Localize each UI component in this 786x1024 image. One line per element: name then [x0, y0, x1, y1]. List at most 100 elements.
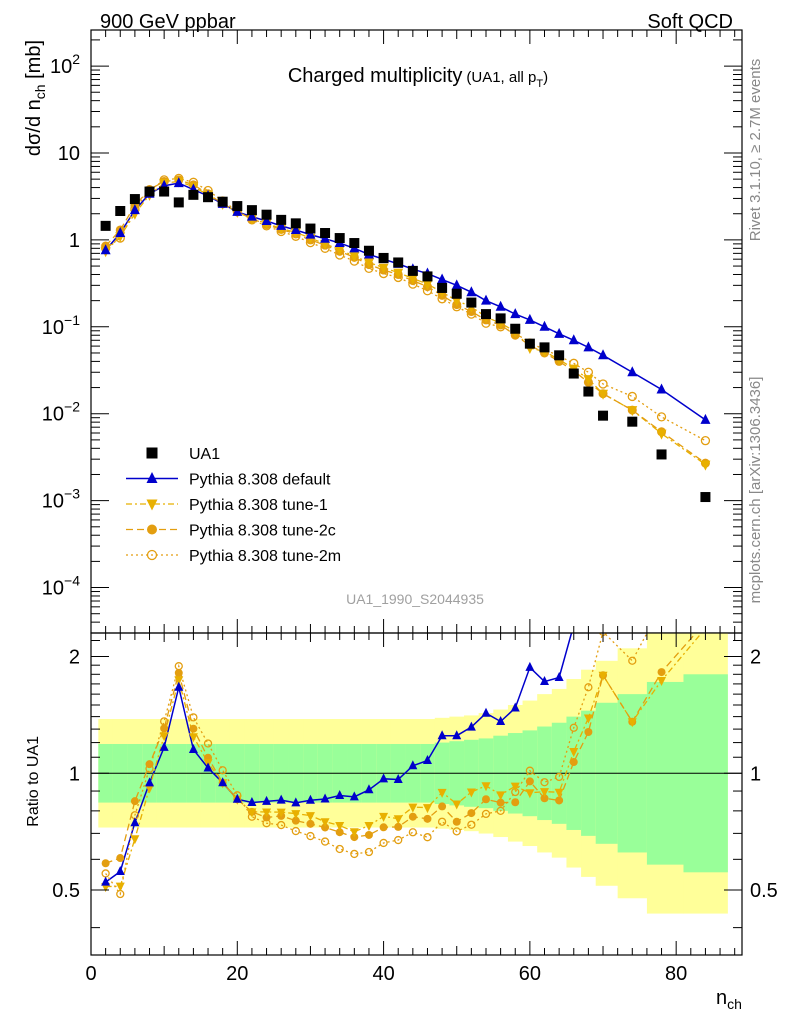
ratio-tick-label-right: 0.5	[750, 880, 778, 902]
y-axis-label-unit: [mb]	[23, 40, 45, 84]
ratio-point-pythia-8-308-tune-2m	[291, 826, 300, 836]
ratio-point-pythia-8-308-tune-2m	[320, 837, 330, 846]
data-point-pythia-8-308-default	[656, 383, 667, 394]
ratio-point-pythia-8-308-tune-1	[583, 714, 593, 724]
data-point-pythia-8-308-tune-1	[363, 258, 374, 269]
ratio-point-pythia-8-308-tune-2m	[525, 766, 535, 775]
ratio-point-pythia-8-308-default	[364, 784, 374, 794]
ratio-point-pythia-8-308-default	[540, 676, 550, 686]
x-tick-label: 0	[85, 963, 96, 985]
ratio-point-pythia-8-308-tune-2m	[203, 739, 213, 748]
ratio-point-pythia-8-308-tune-2c	[481, 795, 490, 804]
data-point-ua1	[393, 257, 404, 268]
data-point-pythia-8-308-default	[700, 413, 711, 424]
ratio-axis-label: Ratio to UA1	[25, 736, 42, 827]
data-point-ua1	[524, 338, 535, 349]
ratio-point-pythia-8-308-default	[130, 817, 140, 827]
ratio-point-pythia-8-308-default	[510, 702, 520, 712]
ratio-point-pythia-8-308-tune-1	[422, 804, 432, 814]
ratio-point-pythia-8-308-tune-1	[540, 788, 550, 798]
ratio-tick-label-right: 1	[750, 763, 761, 785]
ratio-point-pythia-8-308-default	[145, 777, 155, 787]
ratio-point-pythia-8-308-tune-1	[525, 789, 535, 799]
ratio-point-pythia-8-308-default	[335, 790, 345, 800]
ratio-point-pythia-8-308-tune-2c	[189, 724, 198, 733]
y-tick-label: 10−3	[42, 486, 80, 513]
data-point-pythia-8-308-default	[290, 223, 301, 234]
legend-label: Pythia 8.308 tune-1	[189, 497, 328, 514]
ratio-point-pythia-8-308-tune-2m	[379, 838, 388, 848]
ratio-point-pythia-8-308-tune-2m	[335, 844, 344, 854]
data-point-pythia-8-308-default	[495, 300, 506, 311]
ratio-point-pythia-8-308-tune-1	[276, 808, 286, 818]
data-point-ua1	[656, 449, 667, 460]
ratio-point-pythia-8-308-tune-1	[364, 822, 374, 832]
ratio-line-pythia-8-308-tune-2c	[105, 633, 697, 864]
mcplots-source-label: mcplots.cern.ch [arXiv:1306.3436]	[747, 377, 764, 604]
data-point-pythia-8-308-tune-1	[451, 296, 462, 307]
ratio-point-pythia-8-308-default	[422, 754, 432, 764]
data-point-ua1	[261, 209, 272, 220]
data-point-ua1	[246, 205, 257, 216]
data-point-pythia-8-308-default	[276, 219, 287, 230]
data-point-pythia-8-308-default	[466, 286, 477, 297]
data-point-ua1	[627, 416, 638, 427]
y-tick-label: 10−2	[42, 399, 80, 426]
data-point-ua1	[568, 368, 579, 379]
ratio-point-pythia-8-308-default	[393, 774, 403, 784]
data-point-ua1	[173, 197, 184, 208]
ratio-point-pythia-8-308-tune-2m	[658, 602, 665, 609]
ratio-point-pythia-8-308-tune-2c	[423, 814, 432, 823]
ratio-point-pythia-8-308-default	[320, 793, 330, 803]
ratio-point-pythia-8-308-default	[174, 681, 184, 691]
ratio-point-pythia-8-308-tune-1	[291, 810, 301, 820]
data-point-pythia-8-308-tune-2m	[700, 436, 711, 446]
ratio-plot-frame	[90, 632, 743, 956]
legend-item-pythia-8-308-default: Pythia 8.308 default	[126, 472, 331, 489]
ratio-point-pythia-8-308-tune-1	[408, 803, 418, 813]
legend-label: Pythia 8.308 tune-2c	[189, 523, 336, 540]
data-point-pythia-8-308-default	[480, 294, 491, 305]
data-point-pythia-8-308-tune-1	[349, 252, 360, 263]
ratio-point-pythia-8-308-tune-2m	[481, 809, 491, 819]
ratio-tick-label: 0.5	[52, 880, 80, 902]
chart-subtitle: (UA1, all p	[466, 69, 536, 86]
ratio-point-pythia-8-308-default	[247, 796, 257, 806]
ratio-point-pythia-8-308-tune-2c	[291, 816, 300, 825]
ratio-point-pythia-8-308-tune-1	[481, 782, 491, 792]
ratio-point-pythia-8-308-tune-2c	[116, 854, 125, 863]
ratio-point-pythia-8-308-default	[481, 707, 491, 717]
ratio-point-pythia-8-308-tune-2m	[277, 820, 286, 830]
legend-marker	[147, 524, 157, 535]
legend-marker	[146, 447, 158, 459]
ratio-point-pythia-8-308-tune-1	[627, 718, 637, 728]
ratio-point-pythia-8-308-default	[188, 744, 198, 754]
ratio-point-pythia-8-308-tune-2m	[408, 828, 417, 837]
data-point-pythia-8-308-default	[510, 308, 521, 319]
ratio-point-pythia-8-308-tune-2m	[364, 847, 374, 857]
ratio-point-pythia-8-308-tune-1	[188, 733, 198, 743]
data-point-ua1	[115, 206, 126, 217]
data-point-pythia-8-308-tune-1	[422, 280, 433, 291]
ratio-point-pythia-8-308-tune-2m	[467, 820, 476, 829]
legend-label: UA1	[189, 446, 220, 463]
y-axis-label-sub: ch	[32, 84, 48, 99]
data-point-ua1	[203, 192, 214, 203]
ratio-point-pythia-8-308-tune-1	[452, 800, 462, 810]
x-tick-label: 80	[665, 963, 687, 985]
data-point-pythia-8-308-tune-1	[378, 263, 389, 274]
analysis-watermark: UA1_1990_S2044935	[346, 591, 484, 607]
ratio-point-pythia-8-308-tune-1	[554, 788, 564, 798]
legend-item-pythia-8-308-tune-1: Pythia 8.308 tune-1	[126, 497, 328, 514]
energy-label: 900 GeV ppbar	[100, 11, 236, 33]
ratio-point-pythia-8-308-default	[115, 866, 125, 876]
ratio-point-pythia-8-308-tune-2c	[555, 796, 564, 805]
ratio-point-pythia-8-308-tune-2c	[130, 797, 139, 806]
ratio-point-pythia-8-308-tune-2c	[321, 823, 330, 832]
ratio-point-pythia-8-308-tune-1	[115, 882, 125, 892]
data-point-ua1	[451, 288, 462, 299]
data-point-ua1	[232, 201, 243, 212]
ratio-point-pythia-8-308-default	[101, 876, 111, 886]
ratio-point-pythia-8-308-tune-1	[569, 748, 579, 758]
ratio-point-pythia-8-308-default	[408, 760, 418, 770]
